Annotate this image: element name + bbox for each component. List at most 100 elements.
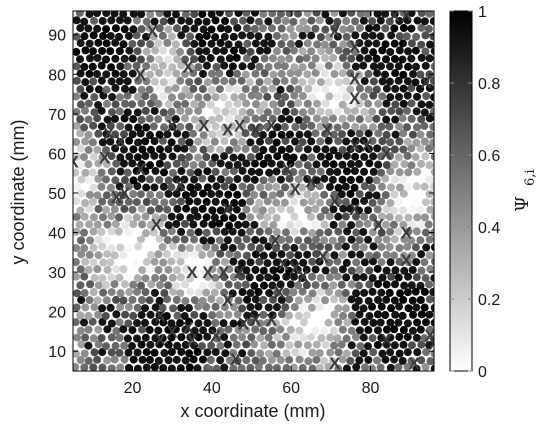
particle-point bbox=[395, 122, 404, 131]
particle-point bbox=[280, 33, 289, 42]
particle-point bbox=[80, 17, 89, 26]
particle-point bbox=[224, 310, 233, 319]
particle-point bbox=[286, 220, 295, 229]
particle-point bbox=[256, 46, 265, 55]
particle-point bbox=[399, 220, 408, 229]
particle-point bbox=[233, 356, 242, 365]
particle-point bbox=[137, 295, 146, 304]
defect-x-marker: X bbox=[202, 263, 214, 282]
particle-point bbox=[272, 363, 281, 371]
particle-point bbox=[76, 355, 85, 364]
particle-point bbox=[211, 153, 220, 162]
particle-point bbox=[111, 341, 120, 350]
particle-point bbox=[195, 32, 204, 41]
particle-point bbox=[252, 100, 261, 109]
particle-point bbox=[280, 198, 289, 207]
particle-point bbox=[137, 25, 146, 34]
particle-point bbox=[98, 16, 107, 25]
particle-point bbox=[308, 318, 317, 327]
particle-point bbox=[312, 340, 321, 349]
particle-point bbox=[330, 310, 339, 319]
particle-point bbox=[98, 46, 107, 55]
particle-point bbox=[315, 228, 324, 237]
particle-point bbox=[386, 138, 395, 147]
particle-point bbox=[186, 274, 195, 283]
particle-point bbox=[407, 161, 416, 170]
particle-point bbox=[409, 70, 418, 79]
particle-point bbox=[264, 273, 273, 282]
particle-point bbox=[181, 55, 190, 64]
particle-point bbox=[119, 11, 128, 19]
particle-point bbox=[413, 16, 422, 25]
particle-point bbox=[320, 190, 329, 199]
particle-point bbox=[151, 46, 160, 55]
particle-point bbox=[369, 62, 378, 71]
particle-point bbox=[430, 243, 434, 252]
particle-point bbox=[381, 70, 390, 79]
particle-point bbox=[325, 152, 334, 161]
particle-point bbox=[103, 325, 112, 334]
particle-point bbox=[354, 159, 363, 168]
particle-point bbox=[119, 265, 128, 274]
defect-x-marker: X bbox=[222, 200, 234, 219]
particle-point bbox=[125, 152, 134, 161]
particle-point bbox=[294, 99, 303, 108]
particle-point bbox=[189, 129, 198, 138]
particle-point bbox=[399, 129, 408, 138]
particle-point bbox=[250, 159, 259, 168]
particle-point bbox=[155, 204, 164, 213]
particle-point bbox=[394, 213, 403, 222]
colorbar-label: Ψ 6,i bbox=[512, 169, 538, 211]
defect-x-marker: X bbox=[361, 137, 373, 156]
particle-point bbox=[164, 221, 173, 230]
particle-point bbox=[220, 198, 229, 207]
particle-point bbox=[230, 303, 239, 312]
particle-point bbox=[111, 83, 120, 93]
particle-point bbox=[155, 84, 164, 93]
particle-point bbox=[133, 364, 142, 371]
particle-point bbox=[136, 235, 145, 244]
particle-point bbox=[107, 212, 116, 221]
defect-x-marker: X bbox=[349, 89, 361, 108]
defect-x-marker: X bbox=[349, 137, 361, 156]
particle-point bbox=[229, 167, 238, 176]
particle-point bbox=[243, 39, 252, 48]
particle-point bbox=[365, 24, 374, 33]
particle-point bbox=[194, 168, 203, 177]
particle-point bbox=[403, 319, 412, 328]
particle-point bbox=[228, 122, 237, 131]
particle-point bbox=[73, 244, 81, 253]
particle-point bbox=[286, 84, 295, 93]
particle-point bbox=[391, 175, 400, 184]
particle-point bbox=[302, 24, 311, 33]
particle-point bbox=[324, 78, 333, 87]
particle-point bbox=[107, 77, 116, 86]
particle-point bbox=[360, 108, 369, 117]
particle-point bbox=[103, 220, 112, 229]
particle-point bbox=[241, 129, 250, 138]
particle-point bbox=[171, 84, 180, 93]
particle-point bbox=[198, 355, 207, 364]
particle-point bbox=[260, 100, 269, 109]
particle-point bbox=[298, 287, 307, 296]
particle-point bbox=[185, 78, 194, 87]
particle-point bbox=[112, 159, 121, 168]
particle-point bbox=[229, 107, 238, 116]
particle-point bbox=[373, 326, 382, 335]
particle-point bbox=[364, 145, 373, 154]
particle-point bbox=[330, 341, 339, 350]
particle-point bbox=[407, 357, 416, 366]
particle-point bbox=[198, 11, 207, 19]
particle-point bbox=[158, 152, 167, 161]
particle-point bbox=[172, 355, 181, 364]
particle-point bbox=[341, 198, 350, 207]
particle-point bbox=[160, 349, 169, 358]
particle-point bbox=[189, 220, 198, 229]
particle-point bbox=[198, 251, 207, 260]
particle-point bbox=[334, 304, 343, 313]
particle-point bbox=[242, 159, 251, 168]
particle-point bbox=[176, 257, 185, 266]
particle-point bbox=[138, 266, 147, 275]
particle-point bbox=[360, 363, 369, 371]
